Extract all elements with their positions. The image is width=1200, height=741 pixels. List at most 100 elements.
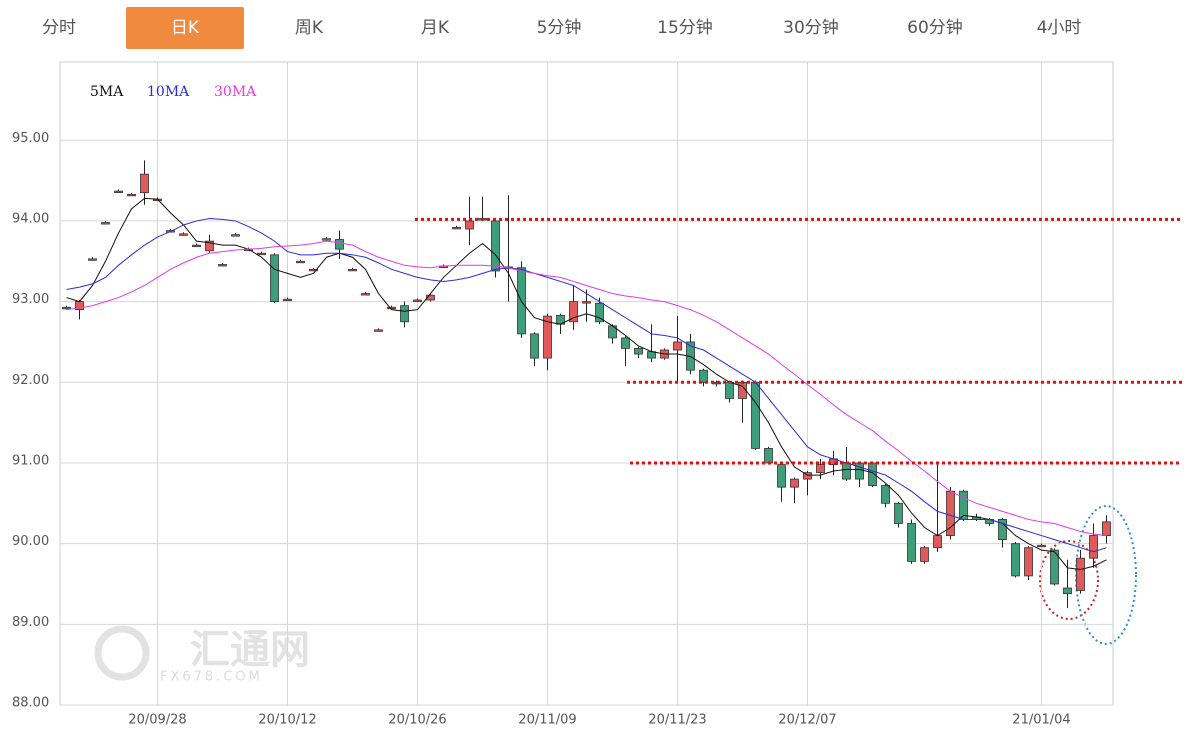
tab[interactable]: 月K — [420, 18, 450, 38]
x-tick-label: 20/09/28 — [128, 713, 186, 728]
x-tick-label: 20/10/12 — [258, 713, 316, 728]
watermark: 汇通网 — [190, 627, 310, 673]
candle-body — [673, 341, 682, 351]
watermark-url: FX678.COM — [160, 670, 263, 685]
candle-body — [777, 464, 786, 488]
watermark-logo — [94, 625, 150, 681]
candle-body — [465, 220, 474, 230]
tab[interactable]: 60分钟 — [907, 18, 963, 38]
candle-body — [101, 222, 110, 225]
candle-body — [881, 485, 890, 504]
candle-body — [296, 260, 305, 264]
candle-body — [699, 369, 708, 383]
x-tick-label: 21/01/04 — [1012, 713, 1070, 728]
y-tick-label: 91.00 — [12, 453, 49, 468]
candle-body — [62, 306, 71, 310]
candle-body — [894, 502, 903, 524]
candle-body — [283, 298, 292, 302]
grid — [60, 62, 1113, 706]
tab[interactable]: 30分钟 — [783, 18, 839, 38]
candle-body — [361, 293, 370, 296]
candle-body — [1102, 521, 1111, 536]
y-tick-label: 95.00 — [12, 131, 49, 146]
candle-body — [907, 523, 916, 562]
candle-body — [387, 306, 396, 310]
candle-body — [491, 220, 500, 272]
candle-body — [543, 315, 552, 359]
candle-body — [452, 226, 461, 230]
tab-bar: 分时 日K 周K 月K 5分钟 15分钟 30分钟 60分钟 4小时 — [0, 0, 1200, 56]
x-tick-label: 20/11/09 — [518, 713, 576, 728]
candle-body — [257, 252, 266, 256]
candle-body — [803, 472, 812, 480]
candle-body — [218, 264, 227, 267]
ma-line — [66, 240, 1107, 537]
tab[interactable]: 4小时 — [1036, 18, 1082, 38]
candle-body — [1011, 543, 1020, 577]
candle-body — [816, 464, 825, 474]
candle-body — [270, 254, 279, 303]
y-tick-label: 89.00 — [12, 615, 49, 630]
tab[interactable]: 周K — [294, 18, 324, 38]
candle-body — [348, 268, 357, 272]
x-tick-label: 20/12/07 — [778, 713, 836, 728]
tab[interactable]: 日K — [126, 7, 244, 49]
candle-body — [426, 294, 435, 301]
candle-body — [1089, 535, 1098, 559]
candle-body — [140, 173, 149, 194]
legend-label: 30MA — [214, 84, 257, 100]
candle-body — [1063, 587, 1072, 595]
ma-line — [66, 197, 1107, 570]
y-tick-label: 93.00 — [12, 292, 49, 307]
candle-body — [400, 305, 409, 323]
candle-body — [413, 299, 422, 302]
legend-label: 5MA — [90, 84, 124, 100]
tab[interactable]: 分时 — [42, 18, 76, 38]
candle-body — [1037, 544, 1046, 548]
y-tick-label: 88.00 — [12, 696, 49, 711]
candle-body — [842, 462, 851, 480]
candle-body — [231, 234, 240, 237]
candle-body — [725, 381, 734, 399]
candle-body — [1024, 547, 1033, 577]
candle-body — [790, 478, 799, 488]
candle-body — [374, 329, 383, 332]
candle-body — [595, 302, 604, 323]
candle-body — [335, 239, 344, 250]
candle-body — [192, 244, 201, 248]
x-tick-label: 20/10/26 — [388, 713, 446, 728]
candle-body — [530, 333, 539, 359]
candle-body — [998, 519, 1007, 541]
candle-body — [1076, 557, 1085, 591]
candle-body — [322, 238, 331, 241]
candle-body — [1050, 549, 1059, 585]
ma-line — [66, 218, 1107, 553]
tab[interactable]: 15分钟 — [657, 18, 713, 38]
legend-label: 10MA — [147, 84, 190, 100]
candle-body — [764, 448, 773, 464]
candle-body — [569, 301, 578, 323]
candle-body — [127, 193, 136, 197]
candle-body — [751, 381, 760, 449]
candle-body — [179, 233, 188, 236]
y-tick-label: 90.00 — [12, 534, 49, 549]
plot-frame — [59, 61, 1114, 706]
candle-body — [920, 547, 929, 562]
candle-body — [309, 268, 318, 272]
candle-body — [868, 462, 877, 486]
candle-body — [621, 337, 630, 349]
highlight-circle — [1075, 505, 1137, 645]
candle-body — [88, 258, 97, 261]
candle-body — [634, 348, 643, 355]
y-tick-label: 94.00 — [12, 211, 49, 226]
tab[interactable]: 5分钟 — [536, 18, 582, 38]
y-tick-label: 92.00 — [12, 373, 49, 388]
candle-body — [855, 462, 864, 480]
x-tick-label: 20/11/23 — [648, 713, 706, 728]
candle-body — [114, 190, 123, 193]
highlight-circle — [1039, 540, 1099, 620]
candle-body — [205, 240, 214, 252]
candle-body — [582, 301, 591, 304]
